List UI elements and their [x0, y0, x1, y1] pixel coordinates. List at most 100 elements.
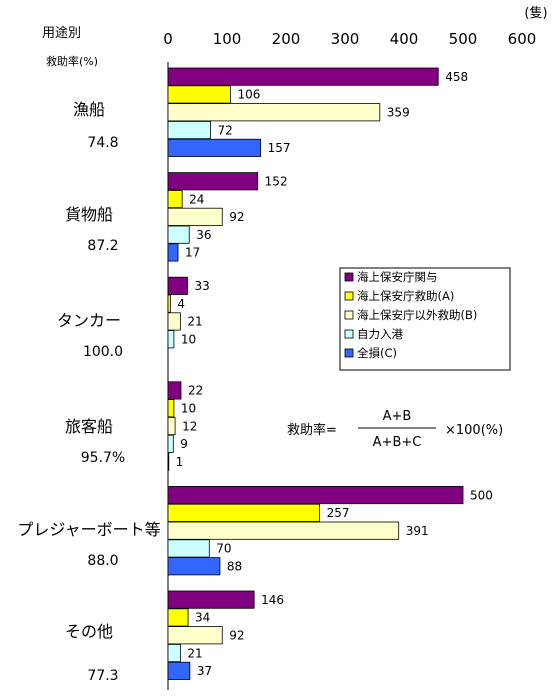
bar-value-label: 33	[194, 279, 209, 293]
category-label: プレジャーボート等	[17, 520, 160, 539]
bar-value-label: 458	[445, 70, 468, 84]
category-label: 漁船	[73, 100, 105, 119]
bar	[167, 381, 182, 400]
bar-value-label: 391	[406, 524, 429, 538]
bar	[167, 644, 181, 663]
legend-label: 海上保安庁以外救助(B)	[357, 308, 477, 322]
legend-swatch	[344, 310, 354, 320]
bar	[167, 434, 174, 453]
x-tick-label: 200	[272, 30, 301, 48]
rescue-rate-label: 74.8	[87, 135, 118, 151]
bar	[167, 85, 231, 104]
bar	[167, 67, 439, 86]
rescue-rate-label: 100.0	[83, 344, 123, 360]
bar-value-label: 92	[229, 210, 244, 224]
bar	[167, 521, 400, 540]
bar	[167, 608, 189, 627]
formula-numerator: A+B	[383, 409, 412, 424]
rescue-rate-label: 87.2	[87, 238, 118, 254]
bar-value-label: 22	[188, 384, 203, 398]
formula-denominator: A+B+C	[373, 435, 422, 450]
bar	[167, 103, 381, 122]
header-label: 用途別	[42, 25, 81, 41]
bar	[167, 172, 259, 191]
bar	[167, 557, 221, 576]
legend-swatch	[344, 272, 354, 282]
formula: 救助率= A+B A+B+C ×100(%)	[287, 409, 503, 450]
category-label: 貨物船	[65, 205, 113, 224]
unit-label: (隻)	[524, 6, 547, 21]
formula-suffix: ×100(%)	[445, 423, 503, 438]
bar-value-label: 70	[216, 542, 231, 556]
bar-value-label: 106	[238, 88, 261, 102]
bar-value-label: 36	[196, 228, 211, 242]
x-tick-label: 100	[213, 30, 242, 48]
bar	[167, 276, 188, 295]
category-label: 旅客船	[65, 417, 113, 436]
legend-swatch	[344, 348, 354, 358]
bar	[167, 452, 170, 471]
category-labels: 漁船 74.8 貨物船 87.2 タンカー 100.0 旅客船 95.7% プレジャーボート等 8…	[17, 100, 160, 684]
bar	[167, 539, 210, 558]
bar-value-label: 10	[181, 402, 196, 416]
category-label: タンカー	[57, 311, 121, 330]
bar-value-label: 1	[176, 455, 184, 469]
bar-value-label: 10	[181, 333, 196, 347]
legend-label: 海上保安庁関与	[357, 270, 438, 284]
bar	[167, 138, 262, 157]
bar-value-label: 21	[187, 646, 202, 660]
bar-value-label: 92	[229, 629, 244, 643]
legend-box	[339, 267, 511, 371]
bar-value-label: 146	[261, 593, 284, 607]
bar	[167, 503, 321, 522]
bar-value-label: 24	[189, 192, 204, 206]
x-tick-label: 300	[331, 30, 360, 48]
category-label: その他	[65, 622, 113, 641]
x-tick-label: 0	[163, 30, 173, 48]
bar	[167, 243, 179, 262]
bar	[167, 121, 211, 140]
bar-value-label: 17	[185, 246, 200, 260]
bar-value-label: 88	[227, 560, 242, 574]
legend-label: 全損(C)	[357, 346, 397, 360]
bar	[167, 416, 176, 436]
bar	[167, 330, 175, 349]
bar-value-label: 12	[182, 419, 197, 433]
subheader-label: 救助率(%)	[46, 54, 98, 68]
x-tick-label: 500	[449, 30, 478, 48]
rescue-rate-label: 77.3	[87, 668, 118, 684]
bar-value-label: 157	[268, 141, 291, 155]
bar-value-label: 21	[187, 315, 202, 329]
bar	[167, 399, 175, 418]
legend-swatch	[344, 329, 354, 339]
bar	[167, 590, 255, 609]
bar	[167, 294, 171, 313]
x-tick-label: 400	[390, 30, 419, 48]
bar	[167, 485, 464, 505]
bars: 4581063597215715224923617334211022101291…	[167, 67, 493, 680]
x-tick-label: 600	[508, 30, 537, 48]
legend-label: 自力入港	[357, 327, 403, 341]
rescue-rate-label: 95.7%	[81, 450, 125, 466]
bar	[167, 189, 183, 209]
legend-label: 海上保安庁救助(A)	[357, 289, 454, 303]
x-axis-ticks: 0 100 200 300 400 500 600	[163, 30, 536, 48]
bar-value-label: 9	[180, 437, 188, 451]
bar-value-label: 72	[217, 123, 232, 137]
bar-value-label: 359	[387, 106, 410, 120]
bar	[167, 312, 181, 331]
bar	[167, 225, 190, 244]
formula-lhs: 救助率=	[287, 422, 337, 438]
bar	[167, 207, 223, 226]
bar-value-label: 4	[177, 297, 185, 311]
bar-value-label: 37	[197, 664, 212, 678]
bar-value-label: 257	[327, 506, 350, 520]
bar	[167, 626, 223, 645]
bar-value-label: 34	[195, 611, 210, 625]
bar	[167, 661, 191, 680]
bar-value-label: 500	[470, 488, 493, 502]
rescue-rate-label: 88.0	[87, 553, 118, 569]
legend-swatch	[344, 291, 354, 301]
